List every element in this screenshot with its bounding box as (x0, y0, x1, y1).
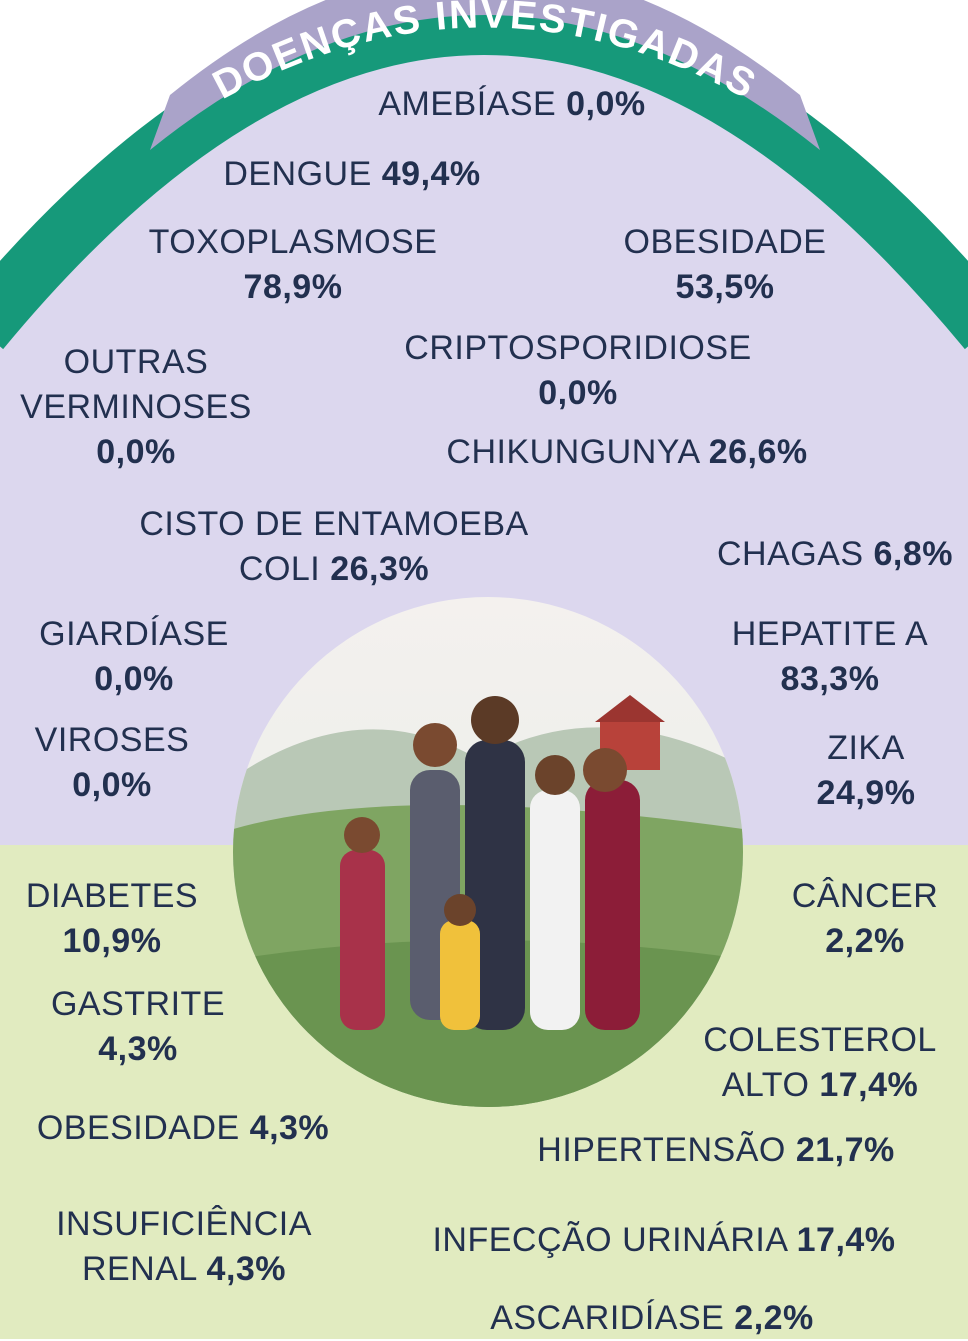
disease-name: GASTRITE (51, 985, 225, 1023)
disease-name: CRIPTOSPORIDIOSE (404, 329, 751, 367)
disease-value: 0,0% (0, 430, 286, 475)
disease-item: INFECÇÃO URINÁRIA 17,4% (384, 1218, 944, 1263)
disease-value: 0,0% (2, 763, 222, 808)
disease-value: 83,3% (690, 657, 968, 702)
disease-item: OUTRAS VERMINOSES 0,0% (0, 340, 286, 475)
disease-value: 6,8% (874, 535, 954, 573)
disease-item: OBESIDADE 53,5% (545, 220, 905, 310)
disease-name: OBESIDADE (624, 223, 827, 261)
disease-item: ZIKA 24,9% (766, 726, 966, 816)
disease-item: CISTO DE ENTAMOEBA COLI 26,3% (99, 502, 569, 592)
disease-name: TOXOPLASMOSE (149, 223, 438, 261)
disease-item: OBESIDADE 4,3% (0, 1106, 373, 1151)
disease-name: CHIKUNGUNYA (446, 433, 698, 471)
disease-name: ZIKA (827, 729, 905, 767)
disease-name: INFECÇÃO URINÁRIA (432, 1221, 786, 1259)
disease-item: VIROSES 0,0% (2, 718, 222, 808)
disease-value: 2,2% (765, 919, 965, 964)
disease-item: HIPERTENSÃO 21,7% (496, 1128, 936, 1173)
disease-name: CHAGAS (717, 535, 864, 573)
disease-item: DIABETES 10,9% (2, 874, 222, 964)
disease-name: ASCARIDÍASE (490, 1299, 724, 1337)
disease-value: 4,3% (18, 1027, 258, 1072)
disease-value: 17,4% (819, 1066, 918, 1104)
disease-value: 4,3% (250, 1109, 330, 1147)
disease-value: 49,4% (382, 155, 481, 193)
disease-value: 26,3% (330, 550, 429, 588)
disease-item: CHIKUNGUNYA 26,6% (367, 430, 887, 475)
disease-item: ASCARIDÍASE 2,2% (442, 1296, 862, 1341)
disease-item: GIARDÍASE 0,0% (4, 612, 264, 702)
disease-item: TOXOPLASMOSE 78,9% (93, 220, 493, 310)
disease-item: DENGUE 49,4% (92, 152, 612, 197)
disease-name: OUTRAS VERMINOSES (20, 343, 252, 426)
disease-item: AMEBÍASE 0,0% (252, 82, 772, 127)
disease-name: DENGUE (223, 155, 371, 193)
disease-value: 26,6% (709, 433, 808, 471)
disease-value: 0,0% (566, 85, 646, 123)
disease-name: HIPERTENSÃO (537, 1131, 786, 1169)
disease-name: OBESIDADE (37, 1109, 240, 1147)
disease-value: 24,9% (766, 771, 966, 816)
disease-item: HEPATITE A 83,3% (690, 612, 968, 702)
disease-value: 10,9% (2, 919, 222, 964)
disease-value: 4,3% (207, 1250, 287, 1288)
disease-item: CHAGAS 6,8% (685, 532, 968, 577)
disease-value: 21,7% (796, 1131, 895, 1169)
disease-value: 2,2% (734, 1299, 814, 1337)
disease-name: GIARDÍASE (39, 615, 229, 653)
disease-name: VIROSES (35, 721, 190, 759)
disease-value: 0,0% (358, 371, 798, 416)
disease-value: 78,9% (93, 265, 493, 310)
disease-value: 53,5% (545, 265, 905, 310)
disease-name: HEPATITE A (732, 615, 928, 653)
disease-value: 17,4% (797, 1221, 896, 1259)
disease-name: AMEBÍASE (378, 85, 556, 123)
disease-item: CRIPTOSPORIDIOSE 0,0% (358, 326, 798, 416)
disease-name: CÂNCER (792, 877, 939, 915)
disease-item: GASTRITE 4,3% (18, 982, 258, 1072)
disease-value: 0,0% (4, 657, 264, 702)
disease-name: DIABETES (26, 877, 198, 915)
disease-item: CÂNCER 2,2% (765, 874, 965, 964)
disease-item: COLESTEROL ALTO 17,4% (680, 1018, 960, 1108)
disease-item: INSUFICIÊNCIA RENAL 4,3% (34, 1202, 334, 1292)
